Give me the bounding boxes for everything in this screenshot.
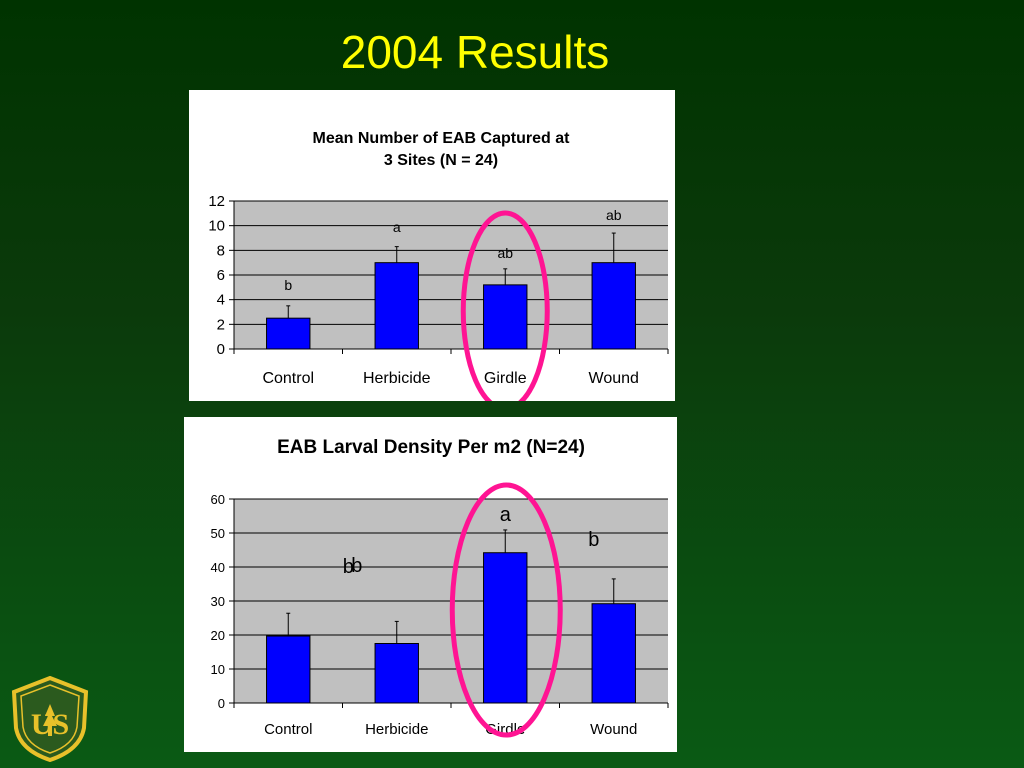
eab-larval-density-chart-svg: EAB Larval Density Per m2 (N=24) 0 10 20 30 4…: [211, 437, 669, 738]
eab-larval-density-chart: EAB Larval Density Per m2 (N=24) 0 10 20 30 4…: [184, 417, 677, 752]
eab-captured-chart: Mean Number of EAB Captured at 3 Sites (N…: [189, 90, 675, 401]
eab-captured-chart-svg: Mean Number of EAB Captured at 3 Sites (N…: [208, 130, 669, 401]
category-label: Herbicide: [365, 721, 428, 738]
y-tick-label: 0: [217, 341, 225, 358]
y-tick-label: 50: [211, 526, 225, 541]
forest-service-shield-icon: US: [11, 675, 89, 763]
y-tick-label: 10: [211, 662, 225, 677]
bar-girdle: [483, 552, 528, 704]
category-label: Girdle: [484, 370, 527, 387]
category-label: Control: [264, 721, 312, 738]
highlight-ellipse: [460, 210, 550, 401]
bar-control: [266, 635, 311, 704]
significance-letter: a: [500, 504, 512, 526]
y-tick-label: 30: [211, 594, 225, 609]
bar-girdle: [483, 284, 528, 350]
significance-letter: ab: [606, 207, 622, 223]
significance-letter: b: [588, 529, 599, 551]
y-tick-label: 12: [208, 193, 225, 210]
y-tick-label: 2: [217, 316, 225, 333]
y-tick-label: 60: [211, 492, 225, 507]
significance-letter: a: [393, 219, 401, 235]
category-label: Wound: [589, 370, 639, 387]
category-label: Herbicide: [363, 370, 431, 387]
chart-title: EAB Larval Density Per m2 (N=24): [277, 437, 585, 458]
forest-service-logo: US: [8, 675, 92, 763]
y-tick-label: 6: [217, 267, 225, 284]
chart-title: 3 Sites (N = 24): [384, 152, 498, 169]
y-tick-label: 8: [217, 242, 225, 259]
bar-herbicide: [374, 262, 419, 350]
chart-title: Mean Number of EAB Captured at: [313, 130, 571, 147]
highlight-ellipse: [449, 482, 563, 738]
y-tick-label: 0: [218, 696, 225, 711]
y-tick-label: 40: [211, 560, 225, 575]
significance-letter: ab: [497, 245, 513, 261]
category-label: Wound: [590, 721, 637, 738]
significance-letter: b: [351, 555, 362, 577]
y-tick-label: 10: [208, 218, 225, 235]
bar-wound: [591, 603, 636, 704]
y-tick-label: 4: [217, 292, 225, 309]
significance-letter: b: [284, 277, 292, 293]
y-tick-label: 20: [211, 628, 225, 643]
category-label: Control: [262, 370, 314, 387]
significance-letter: b: [343, 556, 354, 578]
bar-wound: [591, 262, 636, 350]
bar-herbicide: [374, 643, 419, 704]
bar-control: [266, 317, 311, 350]
slide-title: 2004 Results: [340, 26, 610, 78]
